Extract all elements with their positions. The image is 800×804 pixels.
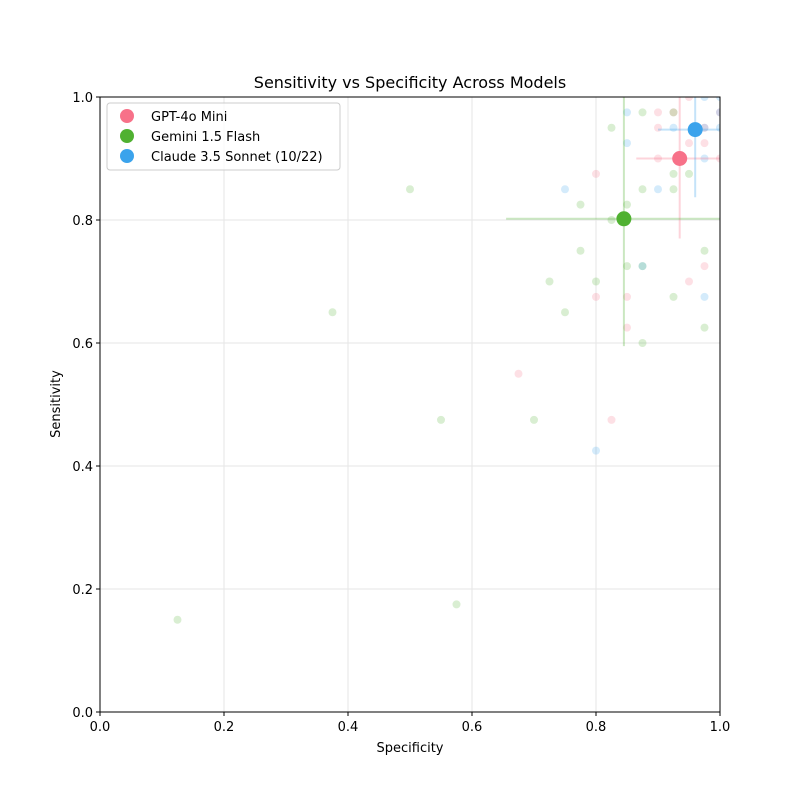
data-point — [623, 200, 631, 209]
x-tick-label: 0.0 — [90, 720, 111, 735]
data-point — [623, 108, 631, 117]
data-point — [514, 369, 523, 378]
x-tick-label: 0.4 — [338, 720, 359, 735]
mean-point — [672, 151, 688, 166]
y-tick-label: 0.0 — [72, 706, 93, 721]
data-point — [638, 262, 647, 271]
data-point — [623, 292, 631, 301]
data-point — [592, 292, 600, 301]
data-point — [623, 262, 631, 271]
y-tick-label: 0.4 — [72, 460, 93, 475]
data-point — [592, 446, 600, 455]
y-tick-label: 1.0 — [72, 91, 93, 106]
data-point — [700, 262, 709, 271]
data-point — [607, 123, 616, 132]
data-point — [700, 323, 709, 332]
x-axis-label: Specificity — [377, 741, 444, 756]
data-point — [173, 615, 182, 624]
data-point — [669, 185, 678, 194]
mean-point — [687, 122, 703, 138]
data-point — [716, 97, 720, 101]
data-point — [638, 339, 647, 347]
data-point — [576, 200, 585, 209]
data-point — [700, 139, 709, 148]
data-point — [669, 108, 678, 117]
data-point — [530, 415, 538, 424]
data-point — [638, 108, 647, 117]
mean-point — [616, 211, 632, 227]
data-point — [669, 123, 678, 132]
data-point — [669, 169, 678, 178]
data-point — [545, 277, 554, 286]
y-tick-label: 0.6 — [72, 337, 93, 352]
data-point — [716, 154, 720, 163]
data-point — [654, 108, 662, 117]
chart-title: Sensitivity vs Specificity Across Models — [254, 73, 566, 92]
data-point — [654, 154, 662, 163]
plot-frame — [99, 96, 721, 713]
data-point — [669, 108, 678, 117]
data-point — [654, 185, 662, 194]
data-point — [623, 139, 631, 148]
legend: GPT-4o Mini Gemini 1.5 Flash Claude 3.5 So… — [106, 102, 341, 171]
data-point — [576, 246, 585, 255]
legend-marker — [120, 109, 134, 123]
legend-marker — [120, 149, 134, 163]
data-point — [716, 108, 720, 117]
data-point — [592, 169, 600, 178]
data-point — [328, 308, 337, 317]
data-point — [592, 277, 600, 286]
data-point — [607, 415, 616, 424]
x-tick-label: 0.6 — [462, 720, 483, 735]
data-point — [638, 262, 647, 271]
x-tick-label: 0.8 — [586, 720, 607, 735]
data-point — [716, 123, 720, 132]
data-point — [638, 185, 647, 194]
data-point — [700, 246, 709, 255]
data-point — [700, 154, 709, 163]
data-point — [669, 292, 678, 301]
data-point — [623, 323, 631, 332]
data-marks — [173, 97, 720, 624]
data-point — [700, 292, 709, 301]
data-point — [685, 139, 693, 148]
data-point — [685, 277, 693, 286]
legend-label: Claude 3.5 Sonnet (10/22) — [151, 150, 323, 165]
data-point — [437, 415, 445, 424]
x-tick-label: 0.2 — [214, 720, 235, 735]
legend-label: GPT-4o Mini — [151, 110, 227, 125]
legend-marker — [120, 129, 134, 143]
data-point — [654, 123, 662, 132]
data-point — [607, 216, 616, 224]
axis-ticks: 0.0 0.2 0.4 0.6 0.8 1.0 0.0 0.2 0.4 0.6 0.8 1.0 — [72, 91, 730, 735]
data-point — [685, 169, 693, 178]
data-point — [561, 308, 569, 317]
x-tick-label: 1.0 — [710, 720, 731, 735]
data-point — [406, 185, 414, 194]
data-point — [452, 600, 461, 609]
legend-box — [106, 102, 341, 171]
data-point — [716, 108, 720, 117]
y-tick-label: 0.2 — [72, 583, 93, 598]
data-point — [700, 97, 709, 101]
data-point — [685, 97, 693, 101]
y-axis-label: Sensitivity — [49, 370, 64, 438]
y-tick-label: 0.8 — [72, 214, 93, 229]
legend-label: Gemini 1.5 Flash — [151, 130, 260, 145]
data-point — [561, 185, 569, 194]
